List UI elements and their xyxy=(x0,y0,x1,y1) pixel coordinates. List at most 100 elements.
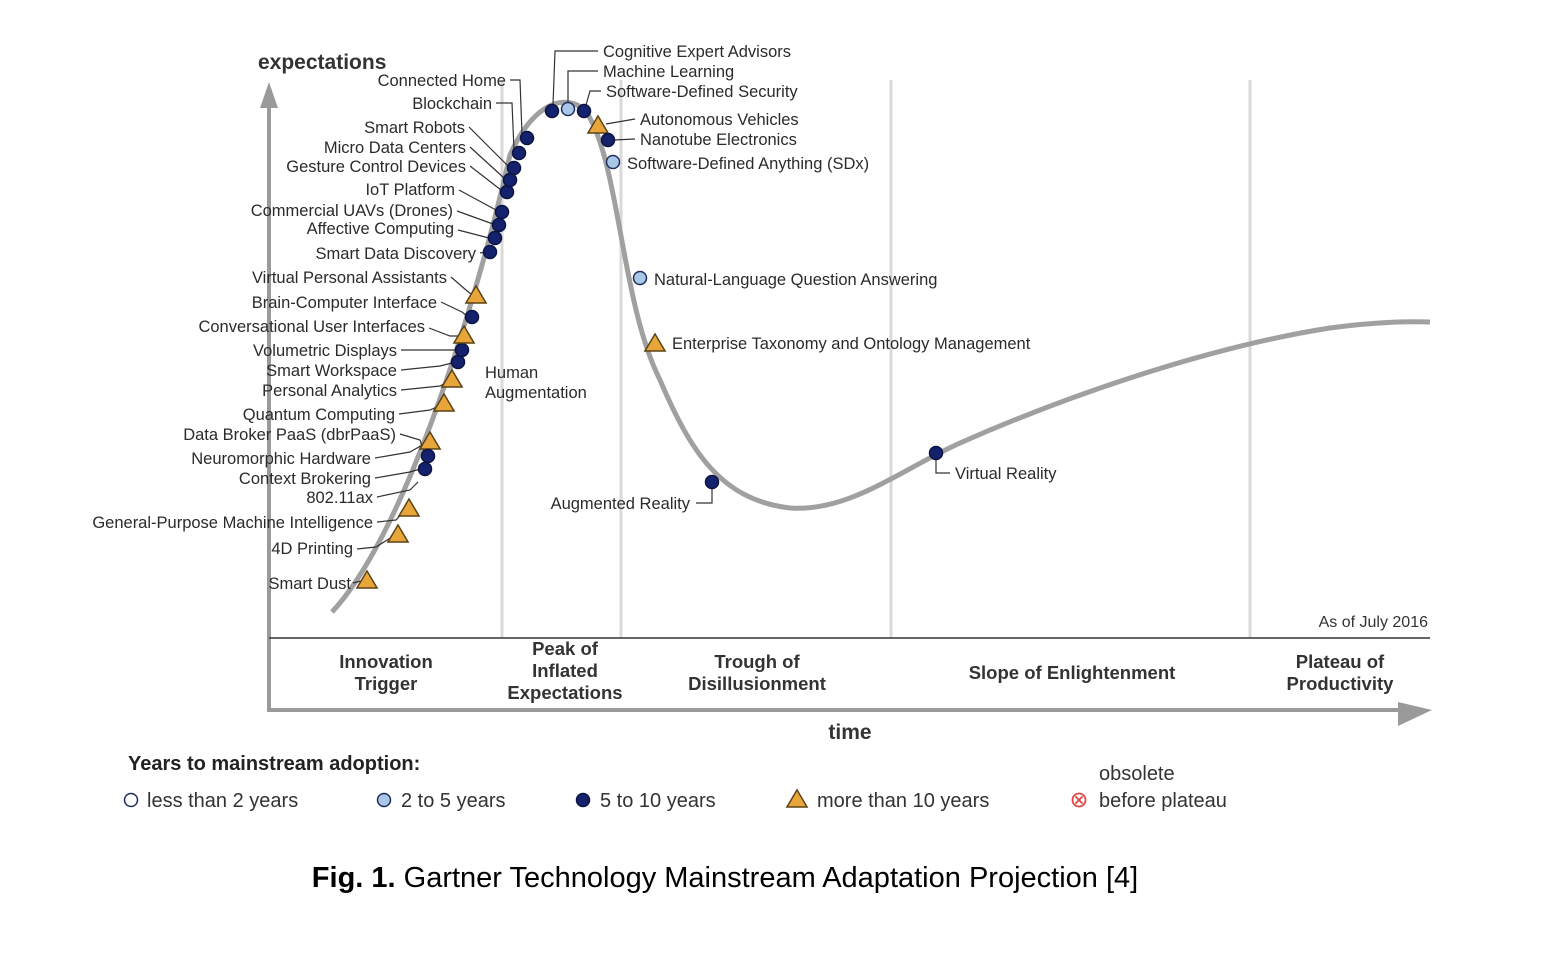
leader-gesture-control-devices xyxy=(469,165,502,191)
phase-label-line: Inflated xyxy=(532,660,598,681)
label-neuromorphic-hardware: Neuromorphic Hardware xyxy=(191,450,371,468)
leader-smart-robots xyxy=(468,126,509,167)
legend-marker-gt10 xyxy=(785,788,809,808)
marker-brain-computer-interface xyxy=(464,309,480,325)
label-connected-home: Connected Home xyxy=(378,72,506,90)
marker-data-broker-paas-dbrpaas xyxy=(420,448,436,464)
leader-conversational-user-interfaces xyxy=(428,327,458,337)
label-line: Human xyxy=(485,364,538,382)
marker-natural-language-question-answering xyxy=(632,270,648,286)
marker-virtual-personal-assistants xyxy=(464,284,488,304)
legend-marker-obsolete xyxy=(1071,792,1087,808)
phase-label-1: Innovation Trigger xyxy=(339,651,433,694)
label-smart-workspace: Smart Workspace xyxy=(266,362,397,380)
label-software-defined-anything-sdx: Software-Defined Anything (SDx) xyxy=(627,155,869,173)
marker-personal-analytics xyxy=(440,368,464,388)
label-virtual-personal-assistants: Virtual Personal Assistants xyxy=(252,269,447,287)
leader-personal-analytics xyxy=(400,381,448,391)
marker-affective-computing xyxy=(487,230,503,246)
technology-labels: Smart Dust 4D Printing General-Purpose Mac… xyxy=(92,43,1057,593)
legend-label-2to5: 2 to 5 years xyxy=(401,790,506,812)
marker-general-purpose-machine-intelligence xyxy=(397,497,421,517)
leader-neuromorphic-hardware xyxy=(374,443,425,459)
leader-autonomous-vehicles xyxy=(605,118,636,125)
label-smart-dust: Smart Dust xyxy=(268,575,351,593)
phase-label-line: Slope of Enlightenment xyxy=(969,662,1176,683)
marker-smart-dust xyxy=(355,569,379,589)
as-of-date: As of July 2016 xyxy=(1319,614,1429,631)
label-enterprise-taxonomy-and-ontology-management: Enterprise Taxonomy and Ontology Managem… xyxy=(672,335,1031,353)
legend-label-obsolete: before plateau xyxy=(1099,790,1227,812)
marker-iot-platform xyxy=(494,204,510,220)
x-axis xyxy=(269,702,1432,726)
phase-label-line: Trough of xyxy=(714,651,800,672)
phase-label-4: Slope of Enlightenment xyxy=(969,662,1176,683)
figure-caption: Fig. 1. Gartner Technology Mainstream Ad… xyxy=(0,862,1450,895)
marker-quantum-computing xyxy=(432,392,456,412)
marker-micro-data-centers xyxy=(502,172,518,188)
legend-marker-2to5 xyxy=(376,792,392,808)
y-axis xyxy=(260,82,278,712)
leader-blockchain xyxy=(496,102,515,151)
label-affective-computing: Affective Computing xyxy=(307,220,454,238)
marker-context-brokering xyxy=(417,461,433,477)
label-software-defined-security: Software-Defined Security xyxy=(606,83,798,101)
marker-augmented-reality xyxy=(704,474,720,490)
label-micro-data-centers: Micro Data Centers xyxy=(324,139,466,157)
leader-affective-computing xyxy=(457,229,490,239)
phase-label-line: Disillusionment xyxy=(688,673,826,694)
leader-cognitive-expert-advisors xyxy=(552,50,598,106)
marker-virtual-reality xyxy=(928,445,944,461)
phase-dividers xyxy=(500,80,1252,638)
label-data-broker-paas-dbrpaas: Data Broker PaaS (dbrPaaS) xyxy=(183,426,396,444)
marker-enterprise-taxonomy-and-ontology-management xyxy=(643,332,667,352)
phase-label-3: Trough of Disillusionment xyxy=(688,651,826,694)
label-general-purpose-machine-intelligence: General-Purpose Machine Intelligence xyxy=(92,514,373,532)
marker-cognitive-expert-advisors xyxy=(544,103,560,119)
legend-label-top-obsolete: obsolete xyxy=(1099,763,1175,785)
legend-label-gt10: more than 10 years xyxy=(817,790,989,812)
label-brain-computer-interface: Brain-Computer Interface xyxy=(252,294,437,312)
legend-title: Years to mainstream adoption: xyxy=(128,753,420,775)
leader-smart-workspace xyxy=(400,362,453,371)
phase-label-line: Peak of xyxy=(532,638,599,659)
marker-conversational-user-interfaces xyxy=(452,324,476,344)
label-smart-data-discovery: Smart Data Discovery xyxy=(316,245,477,263)
leader-machine-learning xyxy=(567,70,598,103)
legend-label-lt2: less than 2 years xyxy=(147,790,298,812)
marker-smart-data-discovery xyxy=(482,244,498,260)
label-natural-language-question-answering: Natural-Language Question Answering xyxy=(654,271,937,289)
label-human-augmentation: Human Augmentation xyxy=(485,364,587,402)
leader-lines xyxy=(352,50,950,584)
x-axis-title: time xyxy=(828,721,871,744)
marker-blockchain xyxy=(511,145,527,161)
label-conversational-user-interfaces: Conversational User Interfaces xyxy=(198,318,425,336)
technology-markers xyxy=(355,101,944,589)
label-personal-analytics: Personal Analytics xyxy=(262,382,397,400)
label-autonomous-vehicles: Autonomous Vehicles xyxy=(640,111,799,129)
leader-micro-data-centers xyxy=(469,146,505,179)
label-augmented-reality: Augmented Reality xyxy=(551,495,691,513)
phase-label-2: Peak of Inflated Expectations xyxy=(507,638,622,703)
leader-iot-platform xyxy=(458,189,497,211)
caption-text: Gartner Technology Mainstream Adaptation… xyxy=(395,862,1139,894)
marker-gesture-control-devices xyxy=(499,184,515,200)
leader-software-defined-security xyxy=(585,90,601,106)
marker-autonomous-vehicles xyxy=(586,114,610,134)
label-4d-printing: 4D Printing xyxy=(271,540,353,558)
label-iot-platform: IoT Platform xyxy=(365,181,455,199)
legend-marker-5to10 xyxy=(575,792,591,808)
marker-nanotube-electronics xyxy=(600,132,616,148)
leader-augmented-reality xyxy=(696,488,713,504)
leader-context-brokering xyxy=(374,468,421,479)
label-blockchain: Blockchain xyxy=(412,95,492,113)
phase-label-line: Innovation xyxy=(339,651,433,672)
label-line: Augmentation xyxy=(485,384,587,402)
label-virtual-reality: Virtual Reality xyxy=(955,465,1057,483)
caption-label: Fig. 1. xyxy=(311,862,396,894)
phase-label-line: Expectations xyxy=(507,682,622,703)
label-volumetric-displays: Volumetric Displays xyxy=(253,342,397,360)
marker-connected-home xyxy=(519,130,535,146)
label-context-brokering: Context Brokering xyxy=(239,470,371,488)
